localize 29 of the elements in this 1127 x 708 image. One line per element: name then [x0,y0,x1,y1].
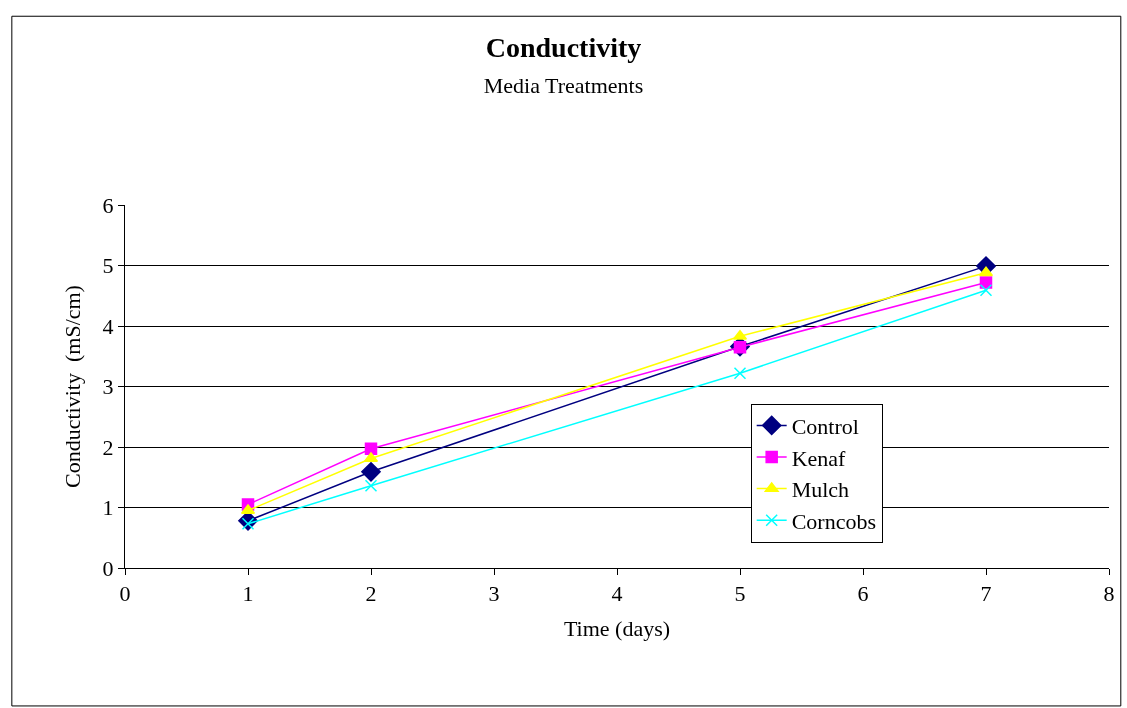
legend-label: Corncobs [791,508,877,534]
point [979,276,993,289]
x-tick-label: 2 [365,581,377,607]
chart-subtitle: Media Treatments [483,73,644,99]
y-tick-label: 6 [102,192,114,218]
x-tick-label: 6 [857,581,869,607]
chart-title: Conductivity [485,31,642,63]
y-tick-label: 2 [102,434,114,460]
legend-label: Control [791,413,859,439]
y-tick-label: 5 [102,253,114,279]
y-tick-label: 3 [102,374,114,400]
legend-label: Mulch [791,477,850,503]
x-tick-label: 7 [980,581,992,607]
y-tick-label: 0 [102,555,114,581]
x-tick-label: 4 [611,581,623,607]
x-tick-label: 8 [1103,581,1115,607]
legend-label: Kenaf [791,445,847,471]
point [364,479,378,492]
point [733,366,747,380]
x-tick-label: 5 [734,581,746,607]
y-axis-title: Conductivity (mS/cm) [60,285,86,488]
point [979,284,993,297]
point [361,461,381,482]
x-tick-label: 3 [488,581,500,607]
x-axis-title: Time (days) [563,616,671,642]
y-tick-label: 1 [102,495,114,521]
x-tick-label: 0 [119,581,131,607]
x-tick-label: 1 [242,581,254,607]
y-tick-label: 4 [102,313,114,339]
